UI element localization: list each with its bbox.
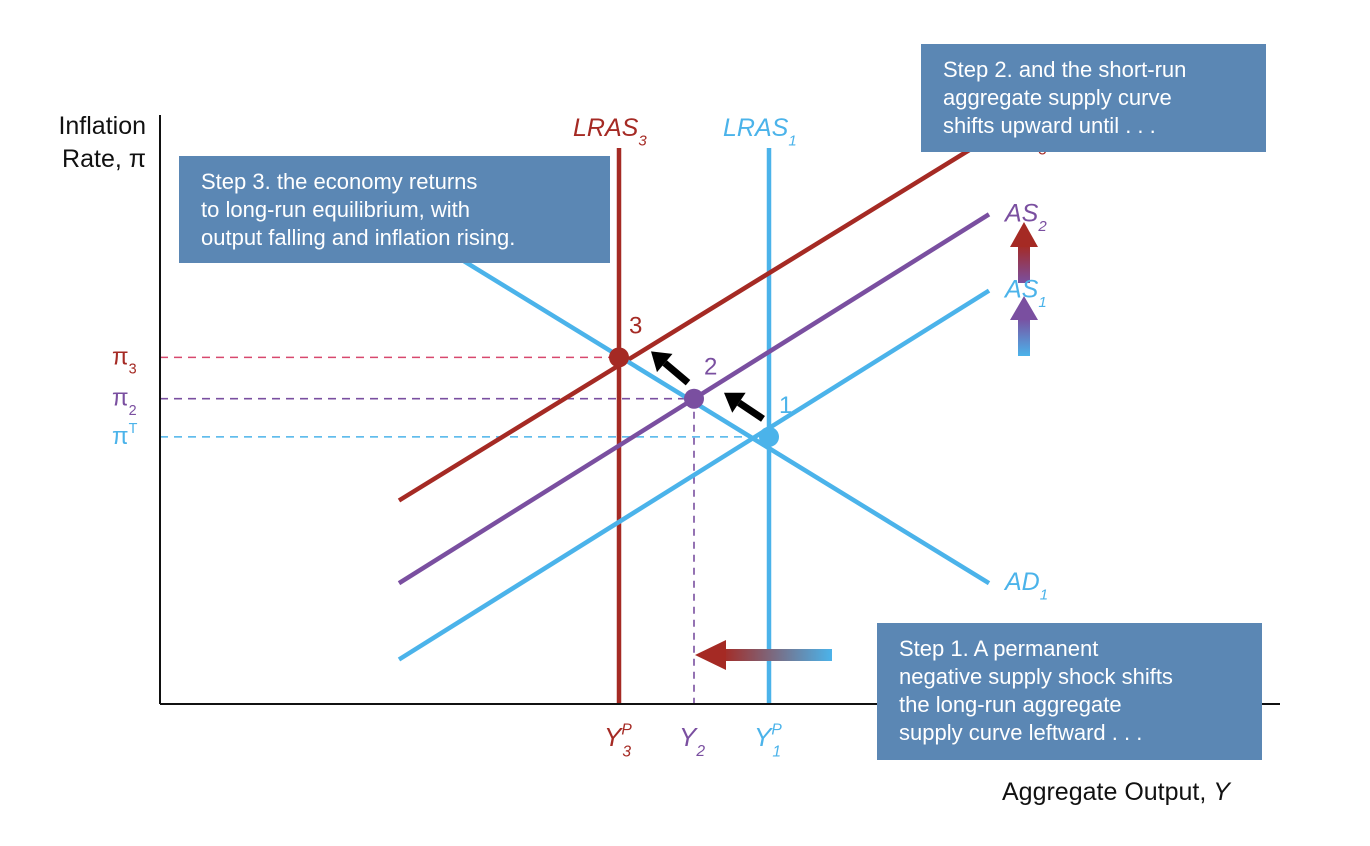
x-axis-label-var: Y [1213, 778, 1230, 806]
step2-line: Step 2. and the short-run [943, 56, 1244, 84]
equilibrium-label: 2 [704, 354, 717, 381]
x-tick-label: Y2 [679, 722, 705, 760]
lras-shift-arrow-shaft [722, 649, 832, 661]
y-axis-label-line1: Inflation [20, 110, 146, 143]
y-axis-label-line2: Rate, π [20, 143, 146, 176]
step2-line: shifts upward until . . . [943, 112, 1244, 140]
equilibrium-label: 1 [779, 392, 792, 419]
step1-line: supply curve leftward . . . [899, 719, 1240, 747]
movement-arrow-shaft [739, 403, 763, 419]
y-tick-label: π3 [112, 343, 137, 377]
equilibrium-point [759, 427, 779, 447]
y-axis-label: Inflation Rate, π [20, 110, 146, 176]
movement-arrow-shaft [665, 363, 688, 383]
step3-line: to long-run equilibrium, with [201, 196, 588, 224]
y-tick-label: πT [112, 421, 138, 450]
step1-line: negative supply shock shifts [899, 663, 1240, 691]
curve-label: AD1 [1003, 568, 1048, 604]
lras-label: LRAS1 [723, 114, 797, 150]
step1-line: Step 1. A permanent [899, 635, 1240, 663]
x-tick-label: YP 1 [754, 721, 782, 760]
lras-label: LRAS3 [573, 114, 647, 150]
equilibrium-point [684, 389, 704, 409]
step3-annotation: Step 3. the economy returns to long-run … [179, 156, 610, 263]
curve-ad1 [429, 240, 989, 583]
lras-shift-arrow-head [695, 640, 726, 670]
step1-annotation: Step 1. A permanent negative supply shoc… [877, 623, 1262, 760]
equilibrium-point [609, 347, 629, 367]
step3-line: Step 3. the economy returns [201, 168, 588, 196]
step2-annotation: Step 2. and the short-run aggregate supp… [921, 44, 1266, 152]
x-axis-label: Aggregate Output, Y [1002, 778, 1230, 807]
x-tick-label: YP 3 [604, 721, 632, 760]
step2-line: aggregate supply curve [943, 84, 1244, 112]
curve-as1 [399, 291, 989, 660]
equilibrium-label: 3 [629, 312, 642, 339]
step3-line: output falling and inflation rising. [201, 224, 588, 252]
x-axis-label-text: Aggregate Output, [1002, 778, 1213, 806]
y-tick-label: π2 [112, 385, 137, 419]
as-shift-arrow-shaft [1018, 318, 1030, 356]
step1-line: the long-run aggregate [899, 691, 1240, 719]
